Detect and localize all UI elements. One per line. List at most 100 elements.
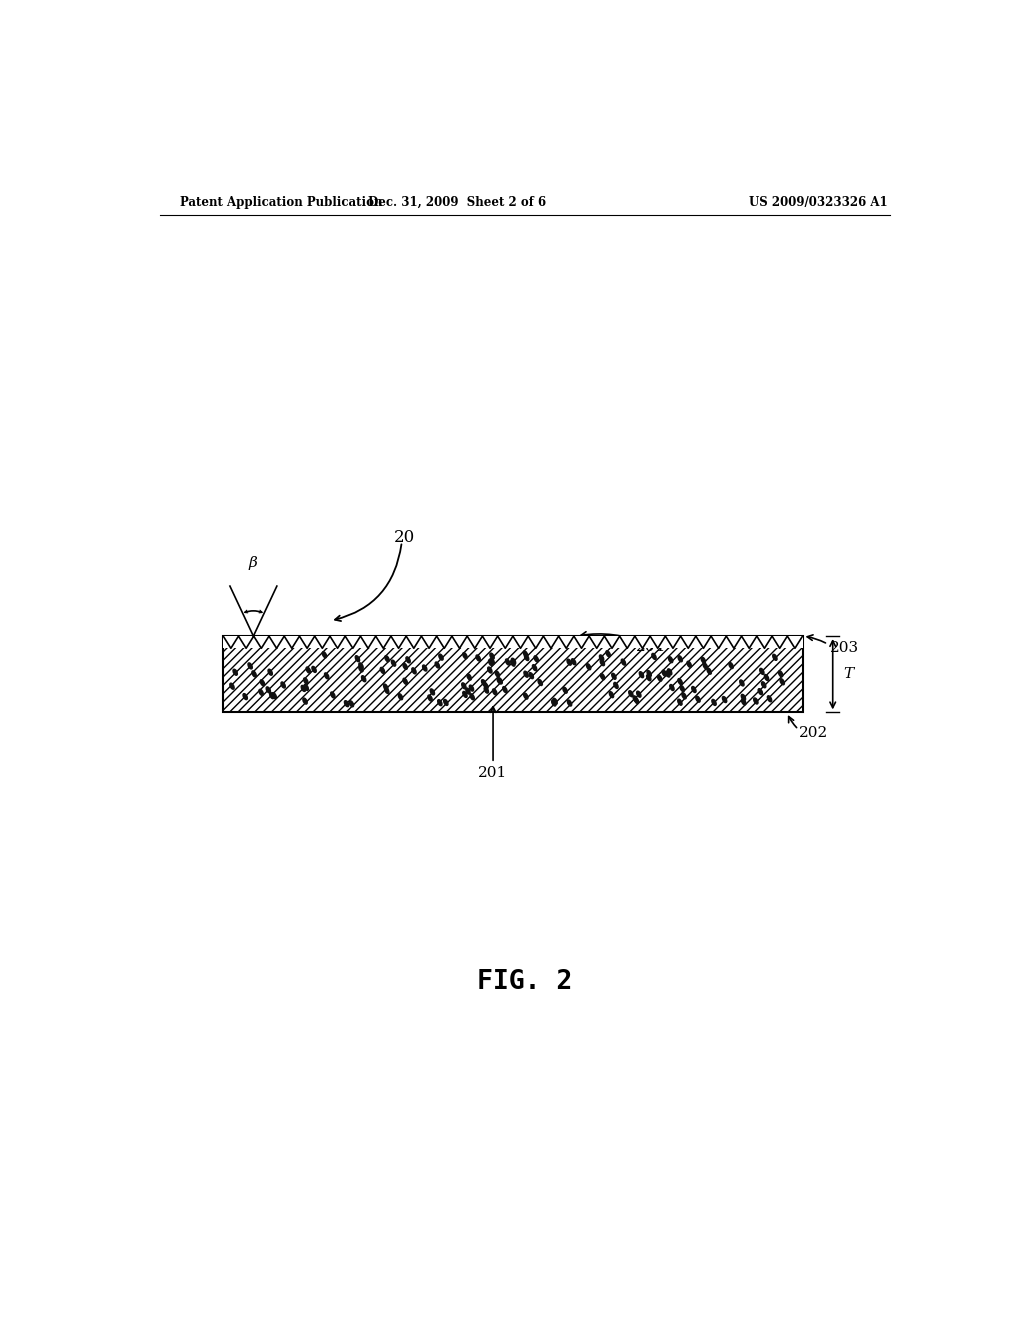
Ellipse shape [670, 685, 674, 690]
Text: T: T [843, 667, 853, 681]
Ellipse shape [722, 697, 727, 702]
Ellipse shape [778, 671, 782, 677]
Ellipse shape [729, 663, 733, 668]
Ellipse shape [524, 655, 528, 660]
Ellipse shape [358, 665, 364, 672]
Ellipse shape [754, 698, 758, 704]
Ellipse shape [701, 657, 706, 663]
Ellipse shape [563, 688, 567, 693]
Ellipse shape [266, 686, 270, 693]
Text: Patent Application Publication: Patent Application Publication [179, 195, 382, 209]
Ellipse shape [511, 660, 515, 667]
Ellipse shape [303, 698, 307, 704]
Ellipse shape [391, 660, 395, 667]
Ellipse shape [741, 694, 745, 701]
Ellipse shape [406, 657, 411, 663]
Ellipse shape [678, 700, 682, 705]
Ellipse shape [622, 659, 626, 665]
Ellipse shape [439, 655, 443, 660]
Ellipse shape [571, 659, 575, 665]
Ellipse shape [647, 671, 651, 677]
Ellipse shape [682, 693, 686, 698]
Ellipse shape [358, 663, 364, 669]
Ellipse shape [692, 686, 696, 693]
Ellipse shape [489, 653, 495, 659]
Text: FIG. 2: FIG. 2 [477, 969, 572, 995]
Ellipse shape [741, 698, 745, 705]
Ellipse shape [553, 698, 557, 705]
Ellipse shape [600, 673, 605, 680]
Ellipse shape [552, 700, 556, 706]
Ellipse shape [511, 659, 516, 664]
Ellipse shape [764, 675, 769, 681]
Ellipse shape [633, 696, 638, 702]
Ellipse shape [323, 652, 327, 657]
Ellipse shape [435, 661, 439, 668]
Text: 20: 20 [394, 529, 415, 546]
Ellipse shape [398, 694, 402, 700]
Ellipse shape [493, 689, 497, 694]
Ellipse shape [467, 675, 471, 680]
Ellipse shape [312, 667, 316, 672]
Ellipse shape [739, 680, 744, 686]
Ellipse shape [243, 693, 248, 700]
Text: 201: 201 [478, 767, 508, 780]
Ellipse shape [767, 696, 772, 702]
Ellipse shape [773, 655, 777, 660]
Ellipse shape [304, 678, 308, 684]
Ellipse shape [613, 682, 618, 689]
Ellipse shape [412, 668, 416, 675]
Ellipse shape [646, 675, 651, 681]
Ellipse shape [463, 652, 467, 659]
Ellipse shape [430, 689, 434, 694]
Ellipse shape [483, 682, 488, 689]
Ellipse shape [498, 678, 503, 684]
Ellipse shape [609, 692, 613, 698]
Ellipse shape [463, 692, 467, 697]
Ellipse shape [385, 656, 389, 661]
Ellipse shape [403, 664, 408, 669]
Ellipse shape [260, 680, 264, 686]
Ellipse shape [484, 688, 488, 693]
Ellipse shape [349, 701, 353, 706]
Ellipse shape [489, 659, 495, 664]
Ellipse shape [678, 678, 682, 685]
Text: 202: 202 [799, 726, 827, 739]
Ellipse shape [476, 655, 480, 661]
Ellipse shape [469, 685, 474, 692]
Ellipse shape [437, 700, 442, 706]
Ellipse shape [506, 659, 510, 665]
Ellipse shape [470, 694, 474, 700]
Text: 203: 203 [830, 642, 859, 655]
Ellipse shape [229, 684, 234, 689]
Text: US 2009/0323326 A1: US 2009/0323326 A1 [750, 195, 888, 209]
Ellipse shape [678, 656, 682, 661]
Ellipse shape [652, 653, 656, 660]
Ellipse shape [259, 689, 263, 696]
Ellipse shape [611, 673, 616, 680]
Ellipse shape [503, 686, 507, 693]
Ellipse shape [385, 688, 389, 693]
Ellipse shape [587, 664, 591, 669]
Ellipse shape [606, 651, 610, 657]
Ellipse shape [758, 689, 763, 694]
Ellipse shape [634, 697, 639, 704]
Ellipse shape [637, 692, 641, 697]
Ellipse shape [443, 700, 447, 705]
Ellipse shape [268, 669, 272, 676]
Ellipse shape [466, 688, 470, 694]
Ellipse shape [712, 700, 716, 705]
Text: 204: 204 [636, 640, 666, 655]
Ellipse shape [487, 667, 492, 673]
Ellipse shape [361, 676, 366, 681]
Ellipse shape [272, 693, 276, 698]
Ellipse shape [703, 663, 708, 669]
Ellipse shape [760, 668, 764, 675]
Ellipse shape [687, 661, 691, 668]
Ellipse shape [355, 656, 359, 661]
Ellipse shape [325, 673, 329, 678]
Ellipse shape [269, 693, 274, 698]
Ellipse shape [304, 684, 308, 690]
Ellipse shape [481, 680, 485, 685]
Ellipse shape [331, 692, 335, 698]
